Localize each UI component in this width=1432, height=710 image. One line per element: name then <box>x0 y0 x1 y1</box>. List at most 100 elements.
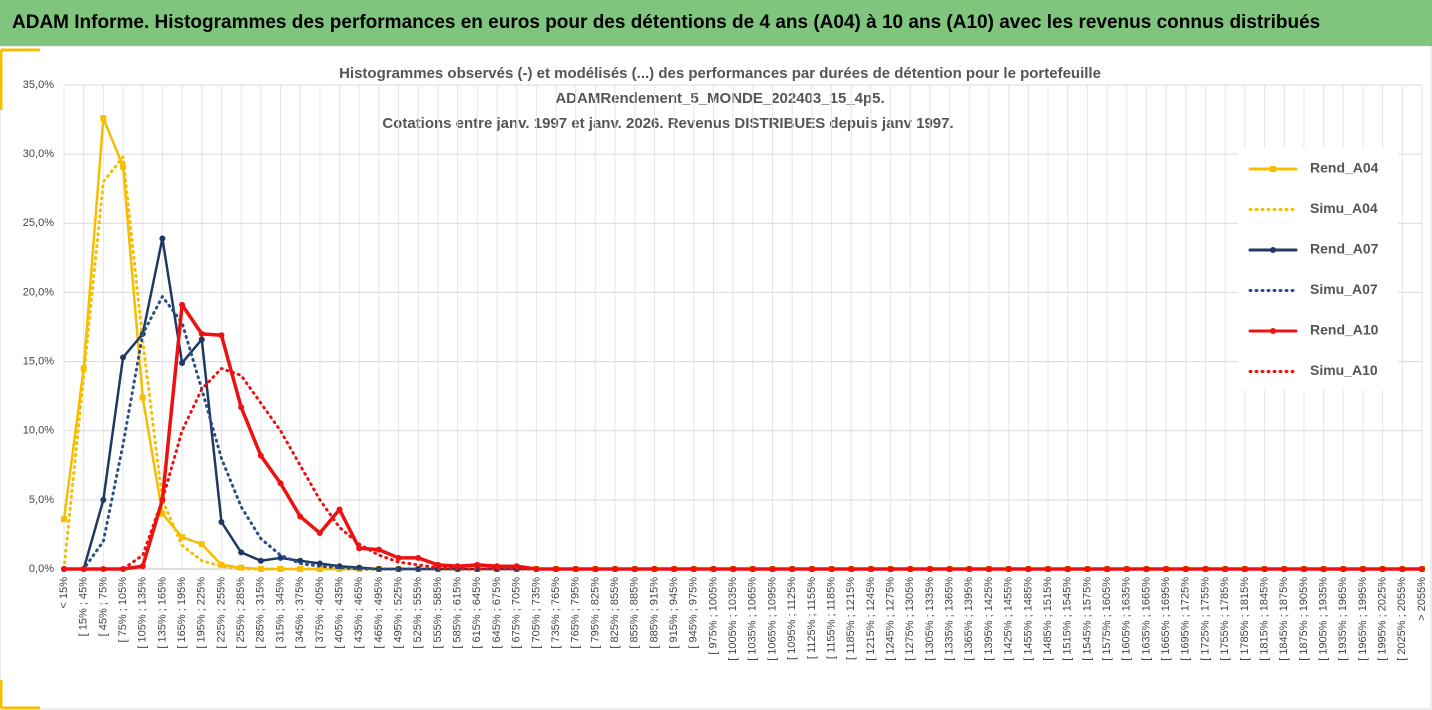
x-tick-label: [ 1455% ; 1485% <box>1022 577 1034 661</box>
marker <box>120 163 127 170</box>
marker <box>198 330 205 337</box>
marker <box>120 354 127 361</box>
chart-title: ADAMRendement_5_MONDE_202403_15_4p5. <box>555 90 884 107</box>
marker <box>100 566 107 572</box>
marker <box>159 235 166 242</box>
x-tick-label: < 15% <box>58 577 70 609</box>
marker <box>179 359 186 366</box>
legend-box <box>1238 148 1398 390</box>
legend-label: Simu_A07 <box>1310 281 1378 297</box>
x-tick-label: [ 885% ; 915% <box>648 577 660 649</box>
marker <box>218 332 225 339</box>
x-tick-label: [ 315% ; 345% <box>274 577 286 649</box>
y-tick-label: 5,0% <box>29 494 54 506</box>
marker <box>80 365 87 372</box>
marker <box>415 566 422 572</box>
marker <box>238 549 245 556</box>
y-tick-label: 0,0% <box>29 563 54 575</box>
marker <box>159 510 166 517</box>
marker <box>1045 566 1052 572</box>
marker <box>375 546 382 553</box>
x-tick-label: [ 525% ; 555% <box>412 577 424 649</box>
marker <box>1261 566 1268 572</box>
x-tick-label: [ 1935% ; 1965% <box>1337 577 1349 661</box>
legend-label: Rend_A04 <box>1310 160 1379 176</box>
marker <box>395 554 402 561</box>
x-tick-label: [ 555% ; 585% <box>432 577 444 649</box>
x-tick-label: [ 735% ; 765% <box>550 577 562 649</box>
x-tick-label: [ 135% ; 165% <box>156 577 168 649</box>
x-tick-label: [ 825% ; 855% <box>609 577 621 649</box>
header-title: ADAM Informe. Histogrammes des performan… <box>0 0 1432 46</box>
x-tick-label: [ 1245% ; 1275% <box>885 577 897 661</box>
x-tick-label: [ 1905% ; 1935% <box>1318 577 1330 661</box>
y-tick-label: 10,0% <box>23 425 54 437</box>
marker <box>238 564 245 571</box>
x-tick-label: [ 1065% ; 1095% <box>766 577 778 661</box>
y-tick-label: 35,0% <box>23 79 54 91</box>
x-tick-label: [ 1035% ; 1065% <box>747 577 759 661</box>
marker <box>100 115 107 122</box>
x-tick-label: [ 15% ; 45% <box>78 577 90 637</box>
y-tick-label: 15,0% <box>23 355 54 367</box>
y-tick-label: 30,0% <box>23 148 54 160</box>
y-tick-label: 20,0% <box>23 286 54 298</box>
x-tick-label: [ 1785% ; 1815% <box>1239 577 1251 661</box>
marker <box>179 301 186 308</box>
marker <box>198 336 205 343</box>
x-tick-label: [ 105% ; 135% <box>137 577 149 649</box>
x-tick-label: [ 975% ; 1005% <box>707 577 719 655</box>
x-tick-label: [ 1365% ; 1395% <box>963 577 975 661</box>
x-tick-label: [ 795% ; 825% <box>589 577 601 649</box>
x-tick-label: [ 495% ; 525% <box>392 577 404 649</box>
marker <box>198 541 205 548</box>
marker <box>218 561 225 568</box>
x-tick-label: [ 1515% ; 1545% <box>1062 577 1074 661</box>
x-tick-label: [ 915% ; 945% <box>668 577 680 649</box>
legend-label: Simu_A10 <box>1310 362 1378 378</box>
marker <box>100 496 107 503</box>
x-tick-label: [ 405% ; 435% <box>333 577 345 649</box>
marker <box>218 518 225 525</box>
marker <box>238 404 245 411</box>
marker <box>553 566 560 572</box>
marker <box>1182 566 1189 572</box>
marker <box>139 394 146 401</box>
marker <box>631 566 638 572</box>
x-tick-label: [ 285% ; 315% <box>255 577 267 649</box>
x-tick-label: [ 375% ; 405% <box>314 577 326 649</box>
marker <box>474 561 481 568</box>
x-tick-label: [ 1185% ; 1215% <box>845 577 857 660</box>
marker <box>828 566 835 572</box>
series-line <box>62 237 1424 571</box>
marker <box>1419 566 1425 572</box>
marker <box>474 566 481 572</box>
legend-marker <box>1270 247 1276 253</box>
x-tick-label: [ 1305% ; 1335% <box>924 577 936 661</box>
x-tick-label: [ 1875% ; 1905% <box>1298 577 1310 661</box>
marker <box>690 566 697 572</box>
marker <box>139 563 146 570</box>
x-tick-label: [ 645% ; 675% <box>491 577 503 649</box>
legend-label: Rend_A10 <box>1310 322 1379 338</box>
x-tick-label: [ 225% ; 255% <box>215 577 227 649</box>
marker <box>907 566 914 572</box>
x-tick-label: [ 1095% ; 1125% <box>786 577 798 660</box>
chart-title: Cotations entre janv. 1997 et janv. 2026… <box>382 115 953 132</box>
marker <box>1399 566 1406 572</box>
marker <box>61 516 67 523</box>
marker <box>415 554 422 561</box>
y-tick-label: 25,0% <box>23 217 54 229</box>
marker <box>277 480 284 487</box>
x-tick-label: [ 1995% ; 2025% <box>1377 577 1389 661</box>
chart-title: Histogrammes observés (-) et modélisés (… <box>339 65 1101 82</box>
x-tick-label: [ 1545% ; 1575% <box>1081 577 1093 661</box>
x-tick-label: [ 1425% ; 1455% <box>1003 577 1015 661</box>
marker <box>257 452 264 459</box>
x-tick-label: [ 1125% ; 1155% <box>806 577 818 659</box>
x-tick-label: [ 615% ; 645% <box>471 577 483 649</box>
x-tick-label: [ 1815% ; 1845% <box>1258 577 1270 661</box>
x-tick-label: [ 165% ; 195% <box>176 577 188 649</box>
x-tick-label: [ 1485% ; 1515% <box>1042 577 1054 661</box>
